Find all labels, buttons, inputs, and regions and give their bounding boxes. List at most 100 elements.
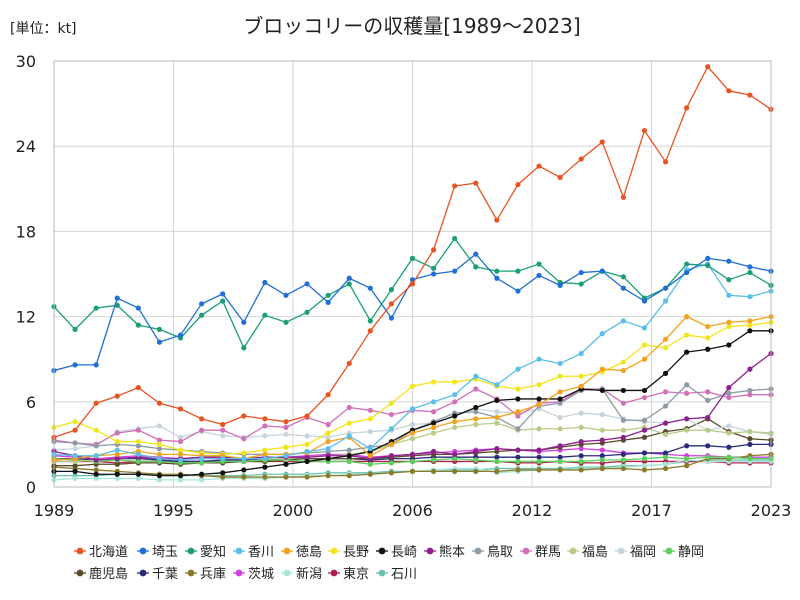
data-point-0-31 [705,64,711,70]
data-point-13-33 [747,436,753,442]
data-point-1-25 [578,269,584,276]
data-point-17-2 [93,475,99,482]
data-point-6-6 [177,473,184,479]
data-point-1-4 [135,305,141,311]
legend-item-17: 新潟 [281,566,322,582]
data-point-8-22 [515,426,521,432]
data-point-10-19 [452,424,458,430]
data-point-3-4 [135,451,141,457]
legend-item-9: 群馬 [520,545,561,560]
data-point-7-23 [536,447,542,453]
data-point-0-32 [726,88,732,94]
data-point-14-24 [557,454,563,460]
data-point-7-12 [304,454,310,460]
data-point-9-19 [452,399,458,405]
data-point-9-8 [220,427,226,433]
data-point-5-12 [304,441,310,447]
series-0 [51,64,774,440]
x-tick-label: 2012 [512,501,553,520]
data-point-0-1 [72,427,78,433]
data-point-7-21 [494,446,500,452]
data-point-8-27 [620,417,626,423]
data-point-5-28 [641,342,648,348]
data-point-2-27 [620,274,626,280]
data-point-10-33 [747,429,753,435]
data-point-2-14 [346,281,352,287]
data-point-9-27 [620,400,626,406]
data-point-5-31 [705,335,711,341]
data-point-12-33 [747,456,753,462]
data-point-1-29 [662,285,669,291]
data-point-5-18 [430,379,437,385]
data-point-10-21 [494,420,500,426]
legend-label: 福島 [582,545,608,560]
data-point-4-22 [515,409,521,415]
plot-frame [53,60,772,488]
data-point-7-20 [473,448,479,455]
data-point-0-6 [177,406,184,412]
data-point-1-30 [684,269,690,276]
data-point-6-20 [473,404,479,411]
data-point-4-28 [641,356,648,362]
data-point-1-6 [177,332,184,338]
data-point-3-28 [641,325,648,331]
data-point-4-21 [494,414,500,421]
data-point-5-30 [684,332,690,338]
legend-item-18: 東京 [328,566,369,582]
data-point-12-19 [452,456,458,462]
data-point-6-29 [662,370,669,376]
data-point-5-2 [93,427,99,433]
legend-marker [76,547,84,555]
data-point-9-33 [747,392,753,398]
y-tick-label: 0 [26,478,36,497]
data-point-15-14 [346,473,352,479]
data-point-4-31 [705,323,711,330]
data-point-2-19 [452,235,458,242]
data-point-5-13 [325,430,331,436]
data-point-3-27 [620,318,626,324]
data-point-3-23 [536,356,542,362]
data-point-15-27 [620,465,626,472]
data-point-6-14 [346,453,352,459]
data-point-4-23 [536,402,542,408]
data-point-12-28 [641,456,648,462]
legend-item-8: 鳥取 [472,545,513,560]
data-point-9-7 [199,427,205,433]
data-point-9-29 [662,389,669,395]
data-point-17-4 [135,475,141,482]
series-layer [51,64,774,483]
legend-marker [330,547,338,555]
y-tick-label: 24 [16,137,36,156]
data-point-6-12 [304,458,310,465]
legend-marker [235,547,243,555]
data-point-1-19 [452,268,458,274]
data-point-0-2 [93,400,99,406]
data-point-4-25 [578,383,584,389]
data-point-11-32 [726,423,732,429]
legend-label: 静岡 [678,545,704,560]
data-point-1-16 [388,315,395,321]
data-point-9-20 [473,386,479,392]
data-point-3-10 [262,456,268,462]
data-point-5-32 [726,323,732,330]
data-point-12-14 [346,458,352,465]
data-point-2-18 [430,265,437,271]
data-point-6-2 [93,471,99,477]
data-point-2-17 [409,255,416,261]
data-point-8-24 [557,400,563,406]
data-point-1-32 [726,258,732,264]
legend-label: 長野 [343,545,369,560]
data-point-1-24 [557,282,563,288]
data-point-11-11 [283,431,289,438]
legend-label: 東京 [343,566,369,582]
data-point-1-10 [262,279,268,286]
data-point-10-26 [599,427,605,433]
data-point-0-24 [557,174,563,181]
data-point-14-25 [578,453,584,459]
data-point-1-2 [93,362,99,368]
data-point-0-33 [747,92,753,98]
data-point-8-32 [726,390,732,396]
x-tick-label: 1995 [153,501,194,520]
data-point-3-9 [241,456,247,462]
data-point-5-5 [156,441,163,447]
